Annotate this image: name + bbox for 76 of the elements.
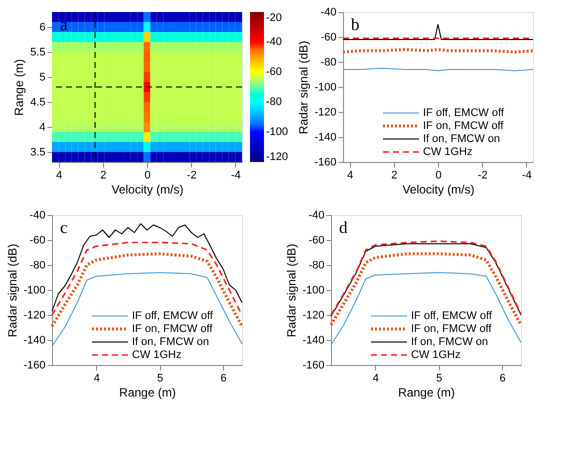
y-tick-label: -140 [302, 334, 324, 346]
x-tick-label: -4 [230, 170, 241, 182]
y-tick-label: -80 [320, 56, 336, 68]
y-tick-label: -40 [30, 210, 46, 222]
y-tick-label: -60 [320, 32, 336, 44]
x-tick-label: -4 [522, 170, 532, 182]
y-tick-label: -100 [23, 284, 46, 296]
y-tick-label: -160 [23, 360, 46, 372]
x-tick-label: -2 [478, 170, 488, 182]
legend-label: IF on, FMCW off [411, 323, 492, 335]
legend-label: CW 1GHz [132, 349, 182, 361]
y-tick-label: -100 [314, 82, 336, 94]
line-series [52, 272, 242, 347]
x-tick-label: 6 [499, 372, 506, 384]
y-tick-label: -80 [308, 260, 324, 272]
x-tick-label: 6 [220, 372, 227, 384]
y-tick-label: -140 [314, 132, 336, 144]
color-bar-label: -100 [266, 126, 288, 138]
legend-label: If on, FMCW on [423, 133, 500, 145]
y-tick-label: -60 [30, 234, 46, 246]
y-tick-label: 3.5 [30, 146, 46, 158]
x-tick-label: 0 [144, 170, 151, 182]
color-bar-label: -80 [266, 96, 282, 108]
legend-label: If on, FMCW on [411, 336, 488, 348]
color-bar-label: -120 [266, 151, 288, 163]
annotation: c [60, 218, 68, 237]
y-axis-title: Radar signal (dB) [284, 244, 298, 338]
y-tick-label: -40 [308, 210, 324, 222]
x-tick-label: 5 [157, 372, 164, 384]
line-series [330, 272, 522, 346]
y-tick-label: 5 [39, 72, 46, 84]
color-bar-label: -20 [266, 12, 282, 24]
y-tick-label: -160 [302, 360, 324, 372]
x-tick-label: 4 [56, 170, 62, 182]
y-tick-label: -60 [308, 234, 324, 246]
annotation: a [60, 15, 68, 34]
x-tick-label: 2 [100, 170, 106, 182]
y-axis-title: Radar signal (dB) [296, 40, 310, 134]
x-tick-label: 0 [435, 170, 442, 182]
y-tick-label: -120 [314, 106, 336, 118]
y-tick-label: 5.5 [30, 46, 46, 58]
legend-label: CW 1GHz [411, 349, 460, 361]
legend-label: CW 1GHz [423, 146, 472, 158]
y-tick-label: -40 [320, 6, 336, 18]
x-tick-label: 2 [391, 170, 398, 182]
legend-label: IF off, EMCW off [411, 310, 493, 322]
x-axis-title: Range (m) [119, 386, 176, 400]
x-axis-title: Velocity (m/s) [111, 182, 184, 196]
legend-label: IF off, EMCW off [423, 107, 505, 119]
y-axis-title: Range (m) [12, 59, 26, 116]
y-tick-label: 4.5 [30, 96, 46, 108]
y-tick-label: -120 [23, 310, 46, 322]
y-tick-label: 6 [39, 22, 46, 34]
annotation: d [339, 218, 348, 237]
y-tick-label: -160 [314, 156, 336, 168]
x-tick-label: 4 [347, 170, 354, 182]
y-tick-label: 4 [39, 122, 46, 134]
y-tick-label: -120 [302, 310, 324, 322]
legend-label: IF off, EMCW off [132, 310, 214, 322]
x-tick-label: 4 [94, 372, 100, 384]
x-tick-label: 5 [436, 372, 442, 384]
color-bar-label: -60 [266, 66, 282, 78]
y-tick-label: -140 [23, 334, 46, 346]
y-axis-title: Radar signal (dB) [5, 244, 20, 338]
legend-label: IF on, FMCW off [423, 120, 504, 132]
x-axis-title: Range (m) [398, 386, 455, 400]
legend-label: If on, FMCW on [132, 336, 210, 348]
x-axis-title: Velocity (m/s) [402, 182, 475, 196]
y-tick-label: -80 [30, 260, 46, 272]
x-tick-label: 4 [372, 372, 379, 384]
annotation: b [351, 15, 360, 34]
color-bar-label: -40 [266, 36, 282, 48]
legend-label: IF on, FMCW off [132, 323, 214, 335]
line-series [52, 223, 242, 312]
x-tick-label: -2 [186, 170, 197, 182]
y-tick-label: -100 [302, 284, 324, 296]
